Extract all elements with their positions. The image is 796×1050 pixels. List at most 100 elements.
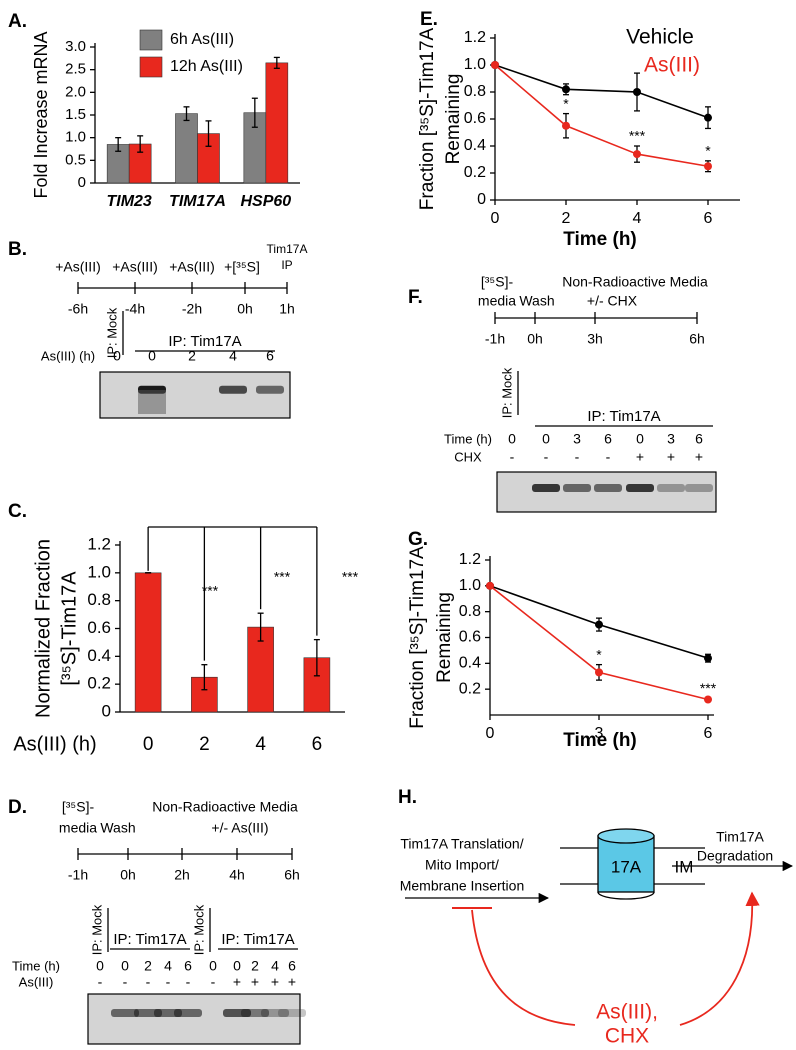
protein-top bbox=[597, 828, 655, 844]
x-tick-label: 6 bbox=[704, 210, 713, 227]
y-tick-label: 0 bbox=[102, 701, 111, 720]
legend-label: 6h As(III) bbox=[170, 31, 234, 48]
data-point bbox=[595, 620, 603, 629]
timeline-label: +As(III) bbox=[169, 259, 215, 275]
timeline-label: 3h bbox=[587, 331, 603, 347]
gel-band bbox=[657, 484, 685, 492]
gel-lane-label: + bbox=[251, 974, 259, 990]
gel-lane-label: 0 bbox=[233, 958, 241, 974]
gel-lane-label: 3 bbox=[573, 431, 581, 447]
gel-lane-label: 2 bbox=[251, 958, 259, 974]
diagram-text: Degradation bbox=[697, 848, 773, 864]
data-point bbox=[562, 121, 570, 130]
timeline-label: 4h bbox=[229, 867, 245, 883]
significance: *** bbox=[629, 128, 646, 144]
gel-lane-label: + bbox=[288, 974, 296, 990]
y-axis-label: Remaining bbox=[434, 592, 455, 683]
gel-lane-label: 0 bbox=[148, 348, 156, 364]
y-tick-label: 2.5 bbox=[65, 61, 86, 78]
x-tick-label: 6 bbox=[312, 734, 323, 755]
gel-header: IP: Tim17A bbox=[221, 931, 294, 948]
x-tick-label: 6 bbox=[704, 725, 713, 742]
gel-lane-label: + bbox=[667, 449, 675, 465]
data-point bbox=[704, 695, 712, 704]
y-axis-label: Fold Increase mRNA bbox=[31, 31, 51, 198]
y-tick-label: 0.6 bbox=[459, 629, 481, 646]
gel-band bbox=[626, 484, 654, 492]
timeline-label: +As(III) bbox=[112, 259, 158, 275]
y-tick-label: 2.0 bbox=[65, 83, 86, 100]
bar bbox=[265, 62, 289, 184]
timeline-label: 6h bbox=[689, 331, 705, 347]
gel-lane-label: 6 bbox=[266, 348, 274, 364]
gel-row-label: CHX bbox=[454, 449, 482, 464]
data-point bbox=[704, 113, 712, 122]
x-tick-label: 4 bbox=[633, 210, 642, 227]
gel-lane-label: + bbox=[271, 974, 279, 990]
x-tick-label: 0 bbox=[143, 734, 154, 755]
gel-lane-label: - bbox=[510, 449, 515, 465]
timeline-label: -2h bbox=[182, 301, 202, 317]
protein-bottom bbox=[597, 891, 655, 900]
x-axis-label: Time (h) bbox=[563, 730, 637, 751]
timeline-label: Tim17A bbox=[267, 242, 308, 256]
gel-row-label: Time (h) bbox=[444, 431, 492, 446]
gel-lane-label: 2 bbox=[144, 958, 152, 974]
y-tick-label: 0.4 bbox=[459, 655, 481, 672]
data-point bbox=[633, 88, 641, 96]
timeline-label: Wash bbox=[519, 293, 554, 309]
gel-band bbox=[685, 484, 713, 492]
significance: * bbox=[705, 143, 711, 159]
diagram-text: Membrane Insertion bbox=[400, 878, 525, 894]
gel-lane-label: - bbox=[211, 974, 216, 990]
data-point bbox=[704, 654, 712, 663]
y-tick-label: 0 bbox=[78, 174, 86, 191]
data-point bbox=[704, 162, 712, 171]
panel-label: A. bbox=[8, 11, 27, 32]
x-tick-label: 4 bbox=[255, 734, 266, 755]
gel-lane-label: 4 bbox=[271, 958, 279, 974]
gel-lane-label: 6 bbox=[695, 431, 703, 447]
gel-lane-label: - bbox=[146, 974, 151, 990]
diagram-text: CHX bbox=[605, 1025, 649, 1048]
y-tick-label: 0.2 bbox=[87, 674, 111, 693]
gel-lane-label: - bbox=[544, 449, 549, 465]
timeline-label: +[³⁵S] bbox=[224, 259, 260, 275]
significance: *** bbox=[202, 583, 219, 599]
diagram-text: Tim17A bbox=[716, 829, 764, 845]
timeline-label: media bbox=[59, 820, 97, 836]
timeline-label: 1h bbox=[279, 301, 295, 317]
legend-label: Vehicle bbox=[626, 26, 694, 49]
x-tick-label: 0 bbox=[491, 210, 500, 227]
timeline-label: Wash bbox=[100, 820, 135, 836]
timeline-label: IP bbox=[281, 258, 292, 272]
y-tick-label: 0.8 bbox=[464, 83, 486, 100]
diagram-text: As(III), bbox=[596, 1001, 658, 1024]
y-tick-label: 0.4 bbox=[464, 137, 486, 154]
gel-header: IP: Mock bbox=[191, 904, 206, 955]
bar bbox=[134, 572, 162, 713]
gel-lane-label: 0 bbox=[508, 431, 516, 447]
diagram-text: Mito Import/ bbox=[425, 857, 499, 873]
timeline-label: -6h bbox=[68, 301, 88, 317]
timeline-label: -1h bbox=[68, 867, 88, 883]
diagram-text: Tim17A Translation/ bbox=[400, 836, 523, 852]
gel-lane-label: - bbox=[186, 974, 191, 990]
gel-band bbox=[594, 484, 622, 492]
x-tick-label: 2 bbox=[562, 210, 571, 227]
timeline-label: 2h bbox=[174, 867, 190, 883]
data-point bbox=[562, 85, 570, 94]
y-axis-label: [³⁵S]-Tim17A bbox=[58, 571, 80, 686]
gel-band bbox=[532, 484, 560, 492]
timeline-label: 0h bbox=[120, 867, 136, 883]
timeline-label: Non-Radioactive Media bbox=[152, 799, 298, 815]
x-tick-label: TIM23 bbox=[106, 193, 151, 210]
y-tick-label: 0.2 bbox=[464, 164, 486, 181]
gel-header: IP: Tim17A bbox=[168, 333, 241, 350]
gel-header: IP: Tim17A bbox=[587, 408, 660, 425]
legend-label: 12h As(III) bbox=[170, 58, 243, 75]
diagram-text: IM bbox=[675, 857, 694, 876]
panel-label: B. bbox=[8, 239, 27, 260]
gel-band bbox=[111, 1009, 139, 1017]
